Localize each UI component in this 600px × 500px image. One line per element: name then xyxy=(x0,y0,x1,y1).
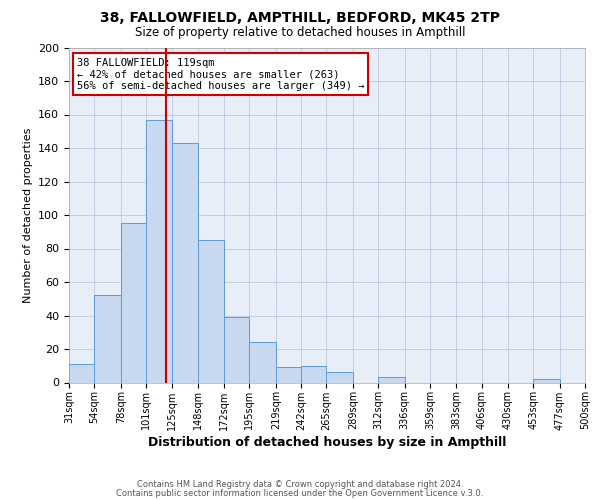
Text: Size of property relative to detached houses in Ampthill: Size of property relative to detached ho… xyxy=(135,26,465,39)
Bar xyxy=(250,342,276,382)
Text: Contains public sector information licensed under the Open Government Licence v.: Contains public sector information licen… xyxy=(116,488,484,498)
Bar xyxy=(69,364,94,382)
Bar xyxy=(94,296,121,382)
Text: 38, FALLOWFIELD, AMPTHILL, BEDFORD, MK45 2TP: 38, FALLOWFIELD, AMPTHILL, BEDFORD, MK45… xyxy=(100,11,500,25)
Text: Contains HM Land Registry data © Crown copyright and database right 2024.: Contains HM Land Registry data © Crown c… xyxy=(137,480,463,489)
Bar xyxy=(121,224,146,382)
Bar xyxy=(146,120,172,382)
X-axis label: Distribution of detached houses by size in Ampthill: Distribution of detached houses by size … xyxy=(148,436,506,450)
Bar xyxy=(533,379,560,382)
Bar xyxy=(224,317,250,382)
Text: 38 FALLOWFIELD: 119sqm
← 42% of detached houses are smaller (263)
56% of semi-de: 38 FALLOWFIELD: 119sqm ← 42% of detached… xyxy=(77,58,364,91)
Bar xyxy=(172,143,198,382)
Bar xyxy=(276,368,301,382)
Bar xyxy=(198,240,224,382)
Y-axis label: Number of detached properties: Number of detached properties xyxy=(23,128,32,302)
Bar xyxy=(326,372,353,382)
Bar xyxy=(378,378,404,382)
Bar xyxy=(301,366,326,382)
